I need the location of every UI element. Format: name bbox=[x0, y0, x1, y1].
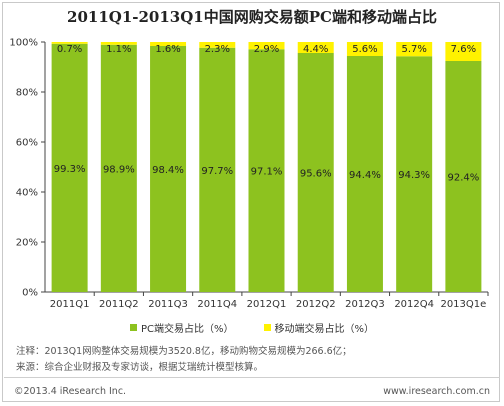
y-tick-label: 40% bbox=[16, 188, 38, 199]
y-tick-label: 0% bbox=[22, 288, 38, 299]
bar-mobile bbox=[248, 42, 285, 50]
data-label-mobile: 2.9% bbox=[254, 44, 279, 55]
y-tick-label: 60% bbox=[16, 138, 38, 149]
bar-pc bbox=[346, 56, 383, 292]
legend-label-pc: PC端交易占比（%） bbox=[140, 324, 234, 335]
data-label-pc: 97.7% bbox=[201, 166, 233, 177]
bar-mobile bbox=[297, 42, 334, 53]
data-label-pc: 98.9% bbox=[103, 164, 135, 175]
data-label-pc: 95.6% bbox=[300, 169, 332, 180]
x-tick-label: 2012Q2 bbox=[296, 299, 336, 310]
x-tick-label: 2012Q3 bbox=[345, 299, 385, 310]
legend-item-pc: PC端交易占比（%） bbox=[129, 320, 234, 335]
bar-mobile bbox=[396, 42, 433, 57]
x-tick-label: 2011Q4 bbox=[197, 299, 237, 310]
data-label-mobile: 1.6% bbox=[155, 44, 180, 55]
bar-mobile bbox=[150, 42, 187, 46]
bar-pc bbox=[248, 49, 285, 292]
legend-swatch-mobile bbox=[263, 324, 271, 331]
data-label-mobile: 1.1% bbox=[106, 44, 131, 55]
note-annotation: 注释：2013Q1网购整体交易规模为3520.8亿，移动购物交易规模为266.6… bbox=[16, 346, 352, 357]
data-label-pc: 99.3% bbox=[54, 164, 86, 175]
footer-divider bbox=[4, 377, 500, 378]
data-label-mobile: 4.4% bbox=[303, 44, 328, 55]
bar-pc bbox=[297, 53, 334, 292]
bar-pc bbox=[51, 43, 88, 292]
x-tick-label: 2011Q1 bbox=[50, 299, 90, 310]
bar-mobile bbox=[100, 42, 137, 45]
x-tick-label: 2013Q1e bbox=[440, 299, 486, 310]
chart-title: 2011Q1-2013Q1中国网购交易额PC端和移动端占比 bbox=[67, 8, 437, 26]
y-tick-label: 20% bbox=[16, 238, 38, 249]
bar-pc bbox=[199, 47, 236, 292]
data-label-mobile: 7.6% bbox=[451, 44, 476, 55]
data-label-pc: 94.4% bbox=[349, 170, 381, 181]
data-label-mobile: 2.3% bbox=[205, 44, 230, 55]
data-label-mobile: 5.6% bbox=[352, 44, 377, 55]
y-tick-label: 80% bbox=[16, 88, 38, 99]
bar-mobile bbox=[51, 42, 88, 44]
data-label-pc: 92.4% bbox=[447, 173, 479, 184]
bar-pc bbox=[396, 56, 433, 292]
legend-item-mobile: 移动端交易占比（%） bbox=[263, 320, 375, 335]
bar-mobile bbox=[346, 42, 383, 56]
note-source: 来源：综合企业财报及专家访谈，根据艾瑞统计模型核算。 bbox=[16, 362, 264, 373]
x-tick-label: 2011Q3 bbox=[148, 299, 188, 310]
data-label-mobile: 5.7% bbox=[401, 44, 426, 55]
footer-website: www.iresearch.com.cn bbox=[383, 386, 490, 397]
data-label-mobile: 0.7% bbox=[57, 44, 82, 55]
x-tick-label: 2012Q4 bbox=[394, 299, 434, 310]
x-tick-label: 2012Q1 bbox=[247, 299, 287, 310]
footer-copyright: ©2013.4 iResearch Inc. bbox=[14, 386, 127, 397]
legend-swatch-pc bbox=[129, 324, 137, 331]
data-label-pc: 94.3% bbox=[398, 170, 430, 181]
data-label-pc: 97.1% bbox=[251, 167, 283, 178]
bar-mobile bbox=[445, 42, 482, 61]
bar-pc bbox=[445, 61, 482, 292]
legend-label-mobile: 移动端交易占比（%） bbox=[274, 324, 375, 335]
bar-mobile bbox=[199, 42, 236, 48]
x-tick-label: 2011Q2 bbox=[99, 299, 139, 310]
bar-pc bbox=[150, 46, 187, 292]
data-label-pc: 98.4% bbox=[152, 165, 184, 176]
bar-pc bbox=[100, 44, 137, 292]
y-tick-label: 100% bbox=[9, 38, 38, 49]
chart-legend: PC端交易占比（%） 移动端交易占比（%） bbox=[0, 320, 504, 335]
